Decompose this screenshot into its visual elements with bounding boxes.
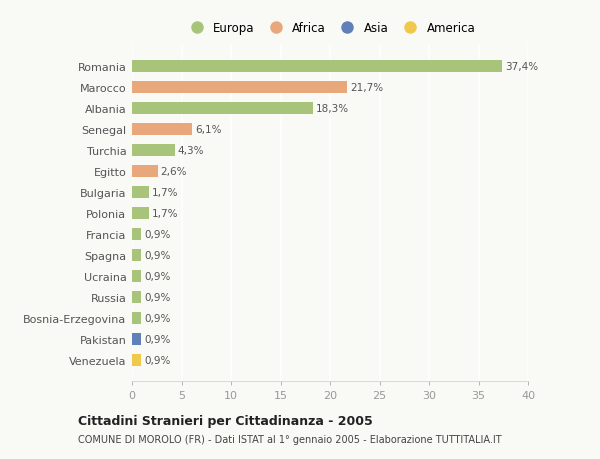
Bar	[132, 354, 141, 366]
Bar	[132, 313, 141, 324]
Legend: Europa, Africa, Asia, America: Europa, Africa, Asia, America	[181, 18, 479, 38]
Text: 1,7%: 1,7%	[152, 208, 178, 218]
Bar	[132, 124, 193, 135]
Bar	[132, 103, 313, 114]
Text: COMUNE DI MOROLO (FR) - Dati ISTAT al 1° gennaio 2005 - Elaborazione TUTTITALIA.: COMUNE DI MOROLO (FR) - Dati ISTAT al 1°…	[78, 434, 502, 443]
Bar	[132, 291, 141, 303]
Bar	[132, 250, 141, 261]
Text: 18,3%: 18,3%	[316, 104, 349, 114]
Bar	[132, 166, 158, 177]
Bar	[132, 229, 141, 240]
Text: 0,9%: 0,9%	[144, 250, 170, 260]
Text: 0,9%: 0,9%	[144, 334, 170, 344]
Bar	[132, 333, 141, 345]
Bar	[132, 82, 347, 94]
Text: 1,7%: 1,7%	[152, 188, 178, 197]
Text: 21,7%: 21,7%	[350, 83, 383, 93]
Text: 0,9%: 0,9%	[144, 313, 170, 323]
Text: 0,9%: 0,9%	[144, 230, 170, 239]
Text: 2,6%: 2,6%	[161, 167, 187, 177]
Bar	[132, 187, 149, 198]
Bar	[132, 270, 141, 282]
Bar	[132, 207, 149, 219]
Text: 4,3%: 4,3%	[178, 146, 204, 156]
Bar	[132, 145, 175, 157]
Text: 0,9%: 0,9%	[144, 271, 170, 281]
Text: 37,4%: 37,4%	[505, 62, 538, 72]
Text: 0,9%: 0,9%	[144, 292, 170, 302]
Bar	[132, 61, 502, 73]
Text: 0,9%: 0,9%	[144, 355, 170, 365]
Text: 6,1%: 6,1%	[196, 125, 222, 134]
Text: Cittadini Stranieri per Cittadinanza - 2005: Cittadini Stranieri per Cittadinanza - 2…	[78, 414, 373, 428]
